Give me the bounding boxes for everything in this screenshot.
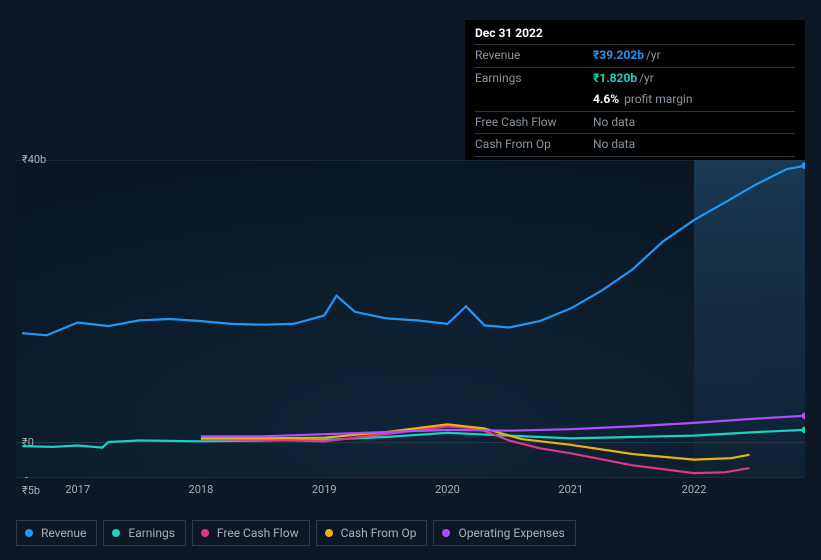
tooltip-row: Earnings₹1.820b/yr xyxy=(475,67,795,90)
legend-label: Cash From Op xyxy=(341,526,417,540)
legend-label: Earnings xyxy=(128,526,175,540)
legend-item[interactable]: Revenue xyxy=(16,520,97,546)
tooltip-row: 4.6% profit margin xyxy=(475,89,795,111)
x-axis-label: 2021 xyxy=(558,483,583,496)
chart-svg xyxy=(16,160,805,478)
legend-label: Free Cash Flow xyxy=(217,526,299,540)
legend-label: Operating Expenses xyxy=(458,526,564,540)
tooltip-row-value: No data xyxy=(593,137,795,153)
legend-swatch xyxy=(442,529,450,537)
legend-swatch xyxy=(25,529,33,537)
tooltip-row: Revenue₹39.202b/yr xyxy=(475,44,795,67)
tooltip-row-value: No data xyxy=(593,115,795,131)
tooltip-row-value: ₹1.820b/yr xyxy=(593,71,795,87)
y-axis-label: ₹0 xyxy=(16,436,32,449)
chart-area[interactable] xyxy=(16,160,805,478)
legend: Revenue Earnings Free Cash Flow Cash From O… xyxy=(16,520,576,546)
legend-item[interactable]: Earnings xyxy=(103,520,186,546)
x-axis-label: 2019 xyxy=(312,483,337,496)
tooltip-row-value: ₹39.202b/yr xyxy=(593,48,795,64)
tooltip-row: Cash From OpNo data xyxy=(475,133,795,156)
legend-swatch xyxy=(112,529,120,537)
tooltip-row-label: Free Cash Flow xyxy=(475,115,593,131)
legend-label: Revenue xyxy=(41,526,86,540)
tooltip-row-label: Earnings xyxy=(475,71,593,87)
legend-item[interactable]: Cash From Op xyxy=(316,520,428,546)
x-axis-label: 2022 xyxy=(682,483,707,496)
legend-swatch xyxy=(201,529,209,537)
tooltip-row-label xyxy=(475,92,593,108)
tooltip-row-label: Revenue xyxy=(475,48,593,64)
x-axis-label: 2020 xyxy=(435,483,460,496)
tooltip-title: Dec 31 2022 xyxy=(475,26,795,44)
tooltip-row: Free Cash FlowNo data xyxy=(475,111,795,134)
x-axis: 2017 2018 2019 2020 2021 2022 xyxy=(16,483,805,501)
legend-swatch xyxy=(325,529,333,537)
legend-item[interactable]: Operating Expenses xyxy=(433,520,575,546)
y-axis-label: ₹40b xyxy=(16,153,32,166)
tooltip-row-label: Cash From Op xyxy=(475,137,593,153)
legend-item[interactable]: Free Cash Flow xyxy=(192,520,310,546)
x-axis-label: 2017 xyxy=(65,483,90,496)
tooltip-row-value: 4.6% profit margin xyxy=(593,92,795,108)
x-axis-label: 2018 xyxy=(189,483,214,496)
